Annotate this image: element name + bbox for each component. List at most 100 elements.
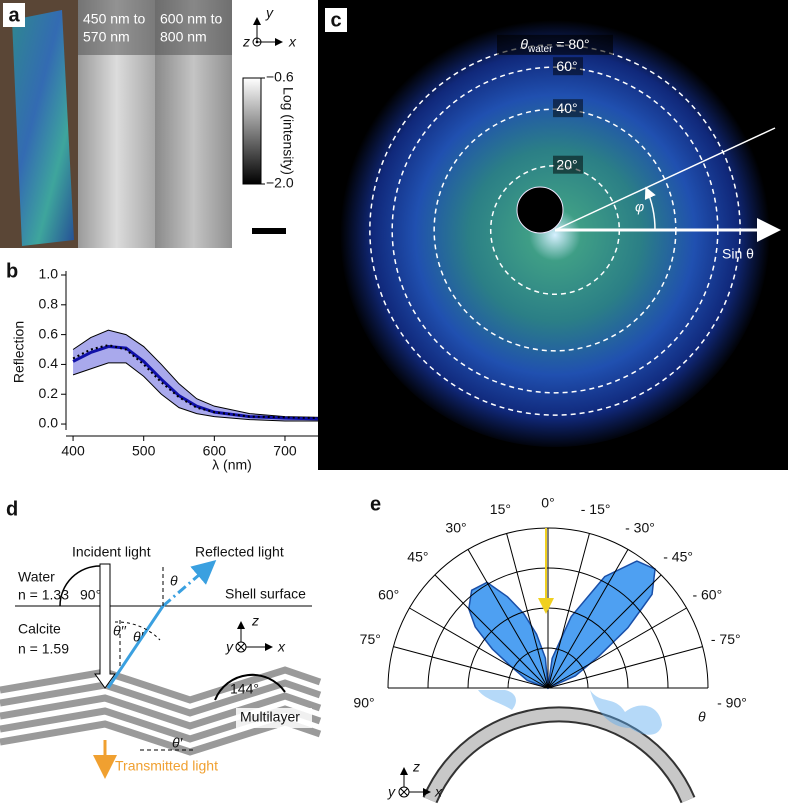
band-edge <box>72 362 391 422</box>
band-label: 800 nm <box>160 29 207 45</box>
line <box>72 344 391 420</box>
scale-bar <box>252 228 286 234</box>
image-top <box>78 0 232 55</box>
polar-tick-label: 60° <box>378 587 399 603</box>
angle-arc <box>644 186 656 231</box>
ring-label-bg <box>553 57 583 76</box>
label: 144° <box>230 681 259 697</box>
ring <box>489 164 621 296</box>
y-tick-label: 0.0 <box>39 415 59 431</box>
lobe-faint <box>478 690 516 710</box>
polar-spoke <box>547 607 687 689</box>
label: Transmitted light <box>115 758 218 774</box>
angle-arc <box>59 565 101 607</box>
shell <box>424 708 694 803</box>
polar-tick-label: - 60° <box>692 587 722 603</box>
ring-label: θwater = 80° <box>520 36 589 55</box>
x-axis-label: λ (nm) <box>212 457 252 473</box>
axis-label: y <box>387 784 396 800</box>
label: θ′′ <box>113 623 127 639</box>
label-box <box>236 708 312 728</box>
label: Incident light <box>72 544 151 560</box>
x-tick-label: 400 <box>61 443 85 459</box>
band-label: 600 nm to <box>160 11 222 27</box>
polar-spoke <box>434 574 549 689</box>
ring-label: 20° <box>556 156 577 172</box>
label: Multilayer <box>240 709 300 725</box>
lobe-faint <box>590 690 662 735</box>
y-tick-label: 0.4 <box>39 355 59 371</box>
y-axis-label: Reflection <box>11 321 27 383</box>
label: Shell surface <box>225 586 306 602</box>
panel-e: e 90° 75° 60° 45° 30° 15° 0° - 15° - 30° - 45° - 6… <box>353 493 747 804</box>
axis-label: y <box>265 5 274 21</box>
axis-cross <box>237 643 245 651</box>
y-tick-label: 0.6 <box>39 325 59 341</box>
panel-label: e <box>370 493 381 515</box>
ring-label-bg <box>553 99 583 118</box>
axis-label: z <box>242 34 250 50</box>
angle-arc <box>114 621 161 641</box>
label: 90° <box>80 587 101 603</box>
polar-tick-label: 30° <box>445 519 466 535</box>
polar-spoke <box>547 574 662 689</box>
panel-label: c <box>330 9 341 31</box>
colorbar-title: Log (intensity) <box>280 87 296 175</box>
band-label: 570 nm <box>83 29 130 45</box>
theta-label: θ <box>698 709 706 725</box>
axis-dot <box>255 40 259 44</box>
axis-label: x <box>277 639 286 655</box>
panel-label: d <box>6 498 18 520</box>
scatter-image <box>340 17 770 447</box>
axis-label: x <box>288 34 297 50</box>
ring-subscript: water <box>527 43 553 54</box>
axis-label: Sin θ <box>722 246 754 262</box>
panel-label: a <box>8 4 20 26</box>
ring-label-bg <box>553 155 583 174</box>
polar-tick-label: 75° <box>360 631 381 647</box>
y-tick-label: 0.2 <box>39 385 59 401</box>
label: Water <box>18 569 55 585</box>
angle-label: φ <box>635 199 644 215</box>
incident-arrow <box>94 563 116 689</box>
polar-tick-label: 90° <box>353 695 374 711</box>
label: n = 1.33 <box>18 587 69 603</box>
ring-label-bg <box>497 34 613 55</box>
polar-spoke <box>393 646 549 689</box>
band-label: 450 nm to <box>83 11 145 27</box>
x-tick-label: 500 <box>132 443 156 459</box>
label: Calcite <box>18 621 61 637</box>
ring-label: 60° <box>556 58 577 74</box>
ring-label: = 80° <box>552 36 589 52</box>
x-tick-label: 600 <box>203 443 227 459</box>
label: θ <box>170 573 178 589</box>
polar-plot: 90° 75° 60° 45° 30° 15° 0° - 15° - 30° - 45° - 60°… <box>353 495 746 711</box>
polar-spoke <box>506 533 549 689</box>
polar-tick-label: 45° <box>407 549 428 565</box>
axis-dot <box>252 37 262 47</box>
colorbar <box>242 77 262 185</box>
x-tick-label: 700 <box>273 443 297 459</box>
polar-tick-label: 15° <box>490 501 511 517</box>
ring-label: 40° <box>556 100 577 116</box>
polar-spoke <box>547 533 590 689</box>
polar-spoke <box>467 549 549 689</box>
polar-tick-label: - 90° <box>717 695 747 711</box>
polar-tick-label: - 75° <box>711 631 741 647</box>
ring-symbol: θ <box>520 36 528 52</box>
axis-cross <box>400 788 408 796</box>
panel-c: c φ Sin θ 20° 40° 60° θwater = 80° <box>318 0 788 470</box>
axis-label: z <box>251 613 259 629</box>
polar-tick-label: - 30° <box>625 519 655 535</box>
polar-spoke <box>547 646 703 689</box>
refracted-ray <box>106 605 165 689</box>
polar-tick-label: - 15° <box>581 501 611 517</box>
ring <box>369 44 741 416</box>
polar-tick-label: - 45° <box>663 549 693 565</box>
label: Reflected light <box>195 544 284 560</box>
lobe <box>468 581 549 690</box>
polar-spoke <box>409 607 549 689</box>
label: θ′ <box>133 629 145 645</box>
shell-image <box>12 10 74 246</box>
